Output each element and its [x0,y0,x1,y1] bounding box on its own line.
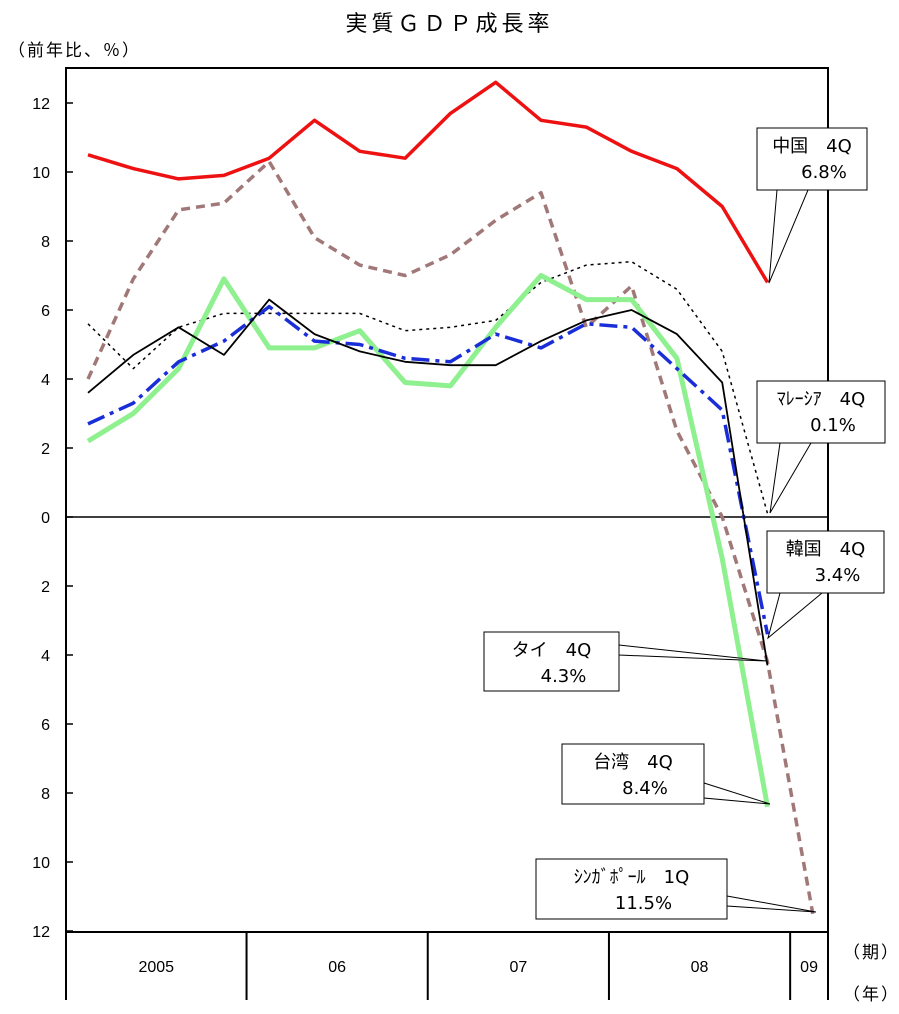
year-label: 09 [800,959,818,976]
y-tick-label: 10 [32,165,50,182]
callout-series-label: 台湾 4Q [593,752,673,773]
callout-series-label: 韓国 4Q [786,539,866,560]
y-tick-label: 0 [41,510,50,527]
period-unit-label: （期） [843,943,899,963]
y-tick-label: 8 [41,786,50,803]
y-tick-label: 12 [32,96,50,113]
series-line [86,273,770,808]
callout-value-label: 6.8% [801,162,847,183]
series-line [86,159,815,915]
y-tick-label: 6 [41,717,50,734]
callout-value-label: 4.3% [541,666,587,687]
plot-frame [65,67,829,933]
series-line [87,260,769,514]
y-tick-label: 4 [41,648,50,665]
callout-pointer [726,895,817,913]
callout-box [535,858,728,920]
callout-box [756,380,886,444]
callout-pointer [703,782,771,805]
callout-box [766,530,885,594]
y-tick-label: 12 [32,924,50,941]
year-label: 07 [509,959,527,976]
y-tick-label: 10 [32,855,50,872]
year-unit-label: （年） [843,985,899,1005]
y-tick-label: 8 [41,234,50,251]
callout-value-label: 0.1% [810,415,856,436]
year-label: 06 [328,959,346,976]
callout-box [483,631,620,692]
y-tick-label: 2 [41,441,50,458]
callout-series-label: 中国 4Q [772,136,852,157]
series-line [87,304,770,635]
y-axis-unit-label: （前年比、％） [8,41,141,61]
callout-series-label: タイ 4Q [512,640,592,661]
y-tick-label: 2 [41,579,50,596]
callout-box [561,743,705,805]
callout-series-label: ｼﾝｶﾞﾎﾟｰﾙ 1Q [574,867,690,888]
callout-series-label: ﾏﾚｰｼｱ 4Q [777,389,866,410]
y-tick-label: 4 [41,372,50,389]
callout-pointer [769,442,812,514]
callout-pointer [768,189,809,284]
year-label: 08 [691,959,709,976]
y-tick-label: 6 [41,303,50,320]
year-label: 2005 [138,959,174,976]
callout-pointer [767,592,824,640]
callout-value-label: 8.4% [622,778,668,799]
callout-box [756,127,868,191]
callout-value-label: 3.4% [815,565,861,586]
series-line [87,80,770,284]
callout-pointer [618,644,768,662]
series-line [87,298,769,666]
chart-title: 実質ＧＤＰ成長率 [345,12,554,37]
callout-value-label: 11.5% [615,893,672,914]
